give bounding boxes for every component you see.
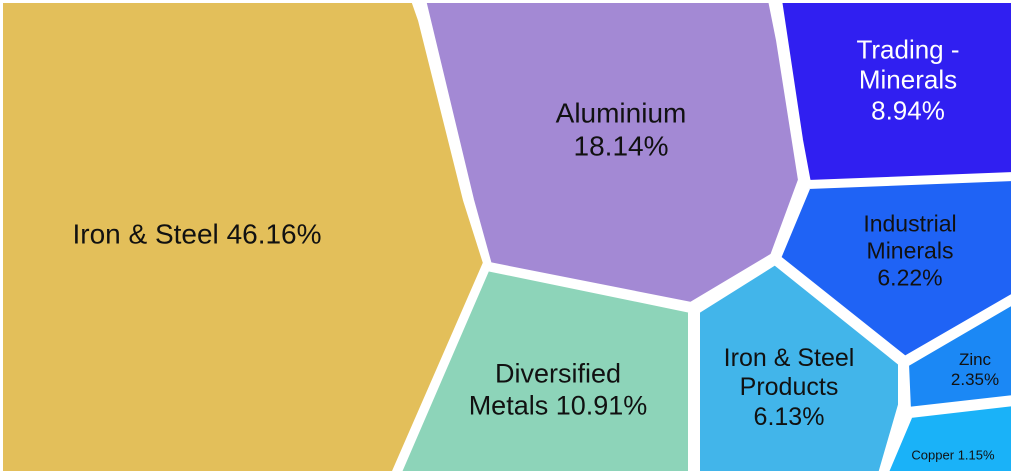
category-name: Industrial Minerals	[863, 210, 957, 264]
cell-label: Diversified Metals 10.91%	[468, 358, 648, 421]
cell-label: Trading - Minerals 8.94%	[826, 34, 991, 125]
cell	[420, 0, 804, 308]
category-name: Diversified Metals	[468, 358, 622, 420]
cell	[775, 175, 1014, 362]
cell	[882, 400, 1014, 474]
cell-label: Aluminium 18.14%	[531, 97, 711, 163]
value-label: 10.91%	[555, 390, 648, 420]
category-name: Trading - Minerals	[856, 34, 960, 95]
category-name: Copper	[911, 447, 955, 463]
cell	[694, 259, 904, 474]
value-label: 1.15%	[957, 447, 995, 463]
value-label: 6.22%	[877, 264, 943, 291]
cell	[0, 0, 489, 474]
value-label: 46.16%	[226, 218, 322, 250]
cell	[395, 265, 694, 474]
category-name: Iron & Steel	[72, 218, 219, 250]
cell	[903, 298, 1014, 413]
cell-label: Industrial Minerals 6.22%	[835, 211, 985, 292]
value-label: 2.35%	[950, 370, 1000, 389]
category-name: Iron & Steel Products	[723, 344, 855, 402]
value-label: 6.13%	[753, 402, 825, 431]
value-label: 18.14%	[573, 130, 669, 161]
value-label: 8.94%	[871, 95, 945, 126]
cell-label: Copper 1.15%	[888, 447, 1014, 462]
cell-label: Iron & Steel Products 6.13%	[722, 344, 857, 432]
cell-label: Zinc 2.35%	[940, 350, 1010, 390]
category-name: Aluminium	[555, 97, 687, 129]
category-name: Zinc	[958, 350, 992, 370]
cell-label: Iron & Steel 46.16%	[0, 219, 407, 252]
